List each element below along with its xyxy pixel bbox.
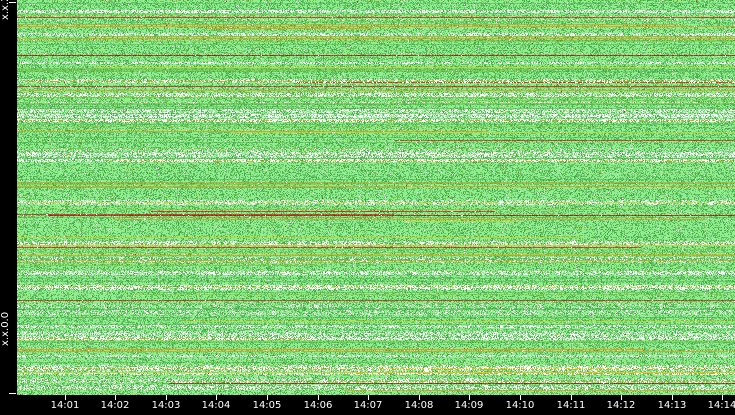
x-axis-tick bbox=[115, 395, 116, 400]
x-axis-tick bbox=[267, 395, 268, 400]
y-axis-label-top-text: x.x.255.255 bbox=[0, 0, 11, 20]
x-axis-tick bbox=[469, 395, 470, 400]
x-axis-tick bbox=[368, 395, 369, 400]
y-axis-tick-bottom bbox=[9, 393, 16, 394]
x-axis-label: 14:05 bbox=[252, 400, 282, 411]
x-axis-label: 14:07 bbox=[353, 400, 383, 411]
x-axis-label: 14:06 bbox=[303, 400, 333, 411]
x-axis-tick bbox=[318, 395, 319, 400]
x-axis-label: 14:08 bbox=[404, 400, 434, 411]
x-axis-label: 14:04 bbox=[201, 400, 231, 411]
x-axis-tick bbox=[571, 395, 572, 400]
x-axis-label: 14:14 bbox=[707, 400, 735, 411]
y-axis-label-bottom-text: x.x.0.0 bbox=[0, 311, 11, 346]
x-axis-tick bbox=[419, 395, 420, 400]
x-axis-label: 14:01 bbox=[50, 400, 80, 411]
x-axis-tick bbox=[672, 395, 673, 400]
x-axis-label: 14:12 bbox=[606, 400, 636, 411]
x-axis-label: 14:09 bbox=[454, 400, 484, 411]
x-axis-tick bbox=[722, 395, 723, 400]
x-axis-label: 14:03 bbox=[151, 400, 181, 411]
x-axis-tick bbox=[65, 395, 66, 400]
x-axis-tick bbox=[621, 395, 622, 400]
y-axis-label-top: x.x.255.255 bbox=[0, 0, 16, 20]
x-axis-label: 14:11 bbox=[556, 400, 586, 411]
x-axis-tick bbox=[216, 395, 217, 400]
heatmap-plot-area[interactable] bbox=[17, 0, 735, 395]
x-axis: 14:01 14:02 14:03 14:04 14:05 14:06 14:07 14:08… bbox=[0, 395, 735, 415]
x-axis-tick bbox=[520, 395, 521, 400]
x-axis-label: 14:10 bbox=[505, 400, 535, 411]
x-axis-label: 14:02 bbox=[100, 400, 130, 411]
x-axis-tick bbox=[166, 395, 167, 400]
x-axis-label: 14:13 bbox=[657, 400, 687, 411]
y-axis-label-bottom: x.x.0.0 bbox=[0, 312, 16, 346]
heatmap-canvas bbox=[17, 0, 735, 395]
y-axis-tick-top bbox=[9, 2, 16, 3]
